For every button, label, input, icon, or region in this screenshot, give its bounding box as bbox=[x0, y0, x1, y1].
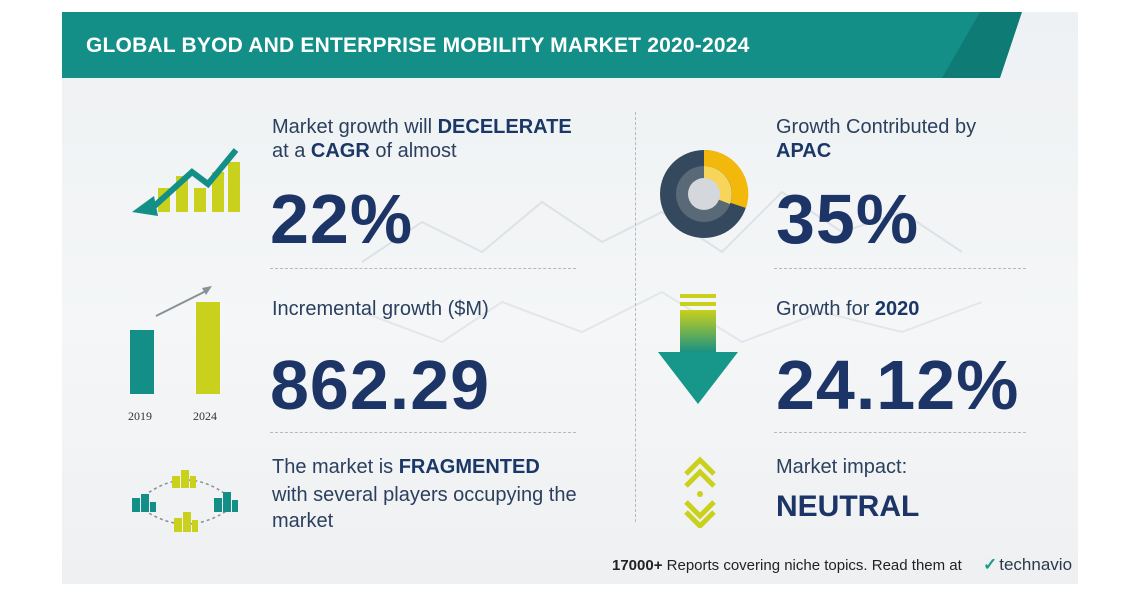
footer-text: 17000+ Reports covering niche topics. Re… bbox=[612, 557, 962, 574]
cagr-prefix: Market growth will bbox=[272, 116, 438, 138]
donut-chart-icon bbox=[660, 149, 749, 238]
year-end-label: 2024 bbox=[193, 409, 217, 423]
fragmented-line1: The market is FRAGMENTED bbox=[272, 456, 540, 479]
page-title: GLOBAL BYOD AND ENTERPRISE MOBILITY MARK… bbox=[86, 34, 750, 57]
down-arrow-icon bbox=[658, 294, 738, 404]
bar-growth-icon bbox=[130, 286, 220, 394]
cagr-line2-prefix: at a bbox=[272, 140, 311, 162]
growth-year-label: Growth for 2020 bbox=[776, 298, 919, 321]
infographic: GLOBAL BYOD AND ENTERPRISE MOBILITY MARK… bbox=[62, 12, 1078, 584]
impact-value: NEUTRAL bbox=[776, 490, 920, 523]
incremental-value: 862.29 bbox=[270, 346, 491, 424]
fragmented-line2: with several players occupying the bbox=[272, 484, 577, 506]
row-divider bbox=[270, 432, 576, 433]
column-divider bbox=[635, 112, 636, 522]
footer-count: 17000+ bbox=[612, 557, 663, 574]
row-divider bbox=[774, 268, 1026, 269]
cagr-line1: Market growth will DECELERATE bbox=[272, 116, 572, 139]
apac-line1: Growth Contributed by bbox=[776, 116, 977, 138]
fragmented-line3: market bbox=[272, 510, 334, 532]
incremental-label: Incremental growth ($M) bbox=[272, 298, 489, 320]
cagr-value: 22% bbox=[270, 180, 414, 258]
growth-year-prefix: Growth for bbox=[776, 298, 875, 320]
network-icon bbox=[132, 470, 238, 532]
cagr-line2-emphasis: CAGR bbox=[310, 140, 370, 162]
footer-description: Reports covering niche topics. Read them… bbox=[662, 557, 962, 574]
row-divider bbox=[270, 268, 576, 269]
brand-name: technavio bbox=[999, 555, 1073, 574]
apac-value: 35% bbox=[776, 180, 920, 258]
growth-year: 2020 bbox=[874, 298, 920, 320]
banner-corner bbox=[942, 12, 1022, 78]
row-divider bbox=[774, 432, 1026, 433]
trend-down-icon bbox=[132, 148, 240, 216]
technavio-mark-icon: ✓ bbox=[983, 555, 998, 574]
apac-region: APAC bbox=[776, 140, 832, 162]
fragmented-prefix: The market is bbox=[272, 456, 399, 478]
background-decoration bbox=[361, 190, 983, 344]
apac-line2: APAC bbox=[776, 140, 831, 163]
impact-label: Market impact: bbox=[776, 456, 908, 478]
growth-year-value: 24.12% bbox=[776, 346, 1020, 424]
cagr-line2-suffix: of almost bbox=[369, 140, 457, 162]
neutral-arrows-icon bbox=[684, 456, 716, 528]
cagr-line2: at a CAGR of almost bbox=[272, 140, 457, 163]
cagr-emphasis: DECELERATE bbox=[437, 116, 572, 138]
title-banner bbox=[62, 12, 980, 78]
fragmented-emphasis: FRAGMENTED bbox=[398, 456, 540, 478]
technavio-logo[interactable]: ✓ technavio bbox=[983, 555, 1072, 575]
year-start-label: 2019 bbox=[128, 409, 152, 423]
